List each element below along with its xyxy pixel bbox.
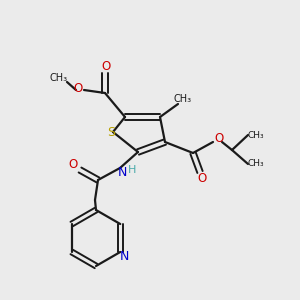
- Text: CH₃: CH₃: [248, 130, 264, 140]
- Text: O: O: [101, 59, 111, 73]
- Text: N: N: [120, 250, 129, 262]
- Text: H: H: [128, 165, 136, 175]
- Text: S: S: [107, 125, 115, 139]
- Text: O: O: [214, 131, 224, 145]
- Text: CH₃: CH₃: [50, 73, 68, 83]
- Text: CH₃: CH₃: [174, 94, 192, 104]
- Text: O: O: [68, 158, 78, 172]
- Text: O: O: [197, 172, 207, 185]
- Text: N: N: [117, 166, 127, 178]
- Text: CH₃: CH₃: [248, 160, 264, 169]
- Text: O: O: [74, 82, 82, 94]
